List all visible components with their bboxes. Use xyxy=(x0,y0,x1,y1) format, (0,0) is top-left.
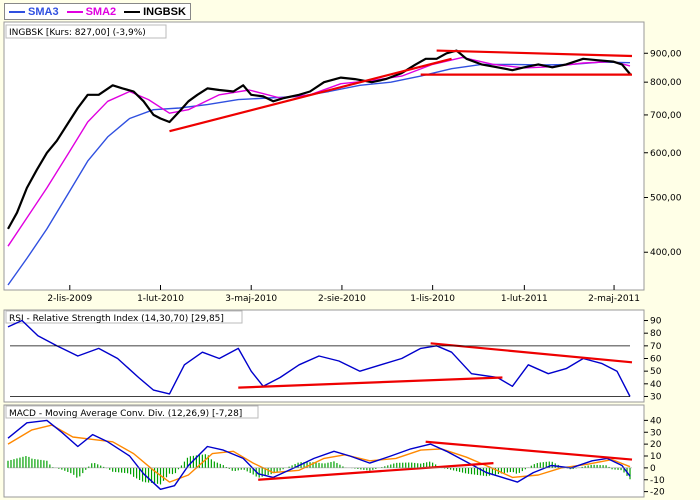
macd_ticks-label: 20 xyxy=(650,440,662,450)
macd_ticks-label: 10 xyxy=(650,452,662,462)
x-tick-label: 1-lis-2010 xyxy=(410,294,455,304)
legend-swatch-sma2 xyxy=(66,10,83,13)
x-tick-label: 1-lut-2011 xyxy=(501,294,548,304)
price-panel-title: INGBSK [Kurs: 827,00] (-3,9%) xyxy=(9,28,146,38)
rsi_ticks-label: 60 xyxy=(650,355,662,365)
macd_ticks-label: -20 xyxy=(650,488,665,498)
legend-label-sma3: SMA3 xyxy=(28,5,59,18)
legend-swatch-sma3 xyxy=(9,10,25,13)
price-panel: INGBSK [Kurs: 827,00] (-3,9%) xyxy=(3,21,645,291)
rsi-title-box xyxy=(5,310,243,324)
legend-item-ingbsk: INGBSK xyxy=(120,4,190,19)
rsi_ticks-label: 90 xyxy=(650,317,662,327)
macd-panel: MACD - Moving Average Conv. Div. (12,26,… xyxy=(3,404,645,498)
macd-title-box xyxy=(5,405,259,419)
rsi-panel-title: RSI - Relative Strength Index (14,30,70)… xyxy=(9,314,224,324)
price-plot-area xyxy=(3,21,645,291)
macd_ticks-label: 30 xyxy=(650,428,662,438)
y-axis-labels: 900,00 800,00 700,00 600,00 500,00 400,00 90 80… xyxy=(8,49,682,498)
rsi_ticks-label: 50 xyxy=(650,367,662,377)
rsi_ticks-label: 40 xyxy=(650,380,662,390)
trendline xyxy=(258,462,494,481)
trendline xyxy=(169,57,452,133)
macd_ticks-label: -10 xyxy=(650,476,665,486)
price-title-box xyxy=(5,24,167,39)
rsi_ticks-label: 70 xyxy=(650,342,662,352)
series-layer xyxy=(7,49,633,490)
rsi_ticks-label: 30 xyxy=(650,392,662,402)
legend-label-ingbsk: INGBSK xyxy=(143,5,186,18)
x-tick-label: 3-maj-2010 xyxy=(225,294,277,304)
x-axis: 2-lis-2009 1-lut-2010 3-maj-2010 2-sie-2010… xyxy=(47,285,640,304)
price_ticks-label: 600,00 xyxy=(650,149,682,159)
chart-legend: SMA3 SMA2 INGBSK xyxy=(4,3,191,20)
legend-item-sma3: SMA3 xyxy=(5,4,63,19)
x-tick-label: 2-maj-2011 xyxy=(588,294,640,304)
macd_ticks-label: 40 xyxy=(650,416,662,426)
price_ticks-label: 700,00 xyxy=(650,111,682,121)
rsi-panel: RSI - Relative Strength Index (14,30,70)… xyxy=(3,309,645,403)
legend-item-sma2: SMA2 xyxy=(63,4,121,19)
price_ticks-label: 800,00 xyxy=(650,78,682,88)
x-tick-label: 2-lis-2009 xyxy=(47,294,92,304)
trendline xyxy=(425,440,633,461)
price_ticks-label: 500,00 xyxy=(650,193,682,203)
rsi_ticks-label: 80 xyxy=(650,329,662,339)
trendline xyxy=(238,376,503,389)
trendline xyxy=(436,49,633,58)
x-tick-label: 2-sie-2010 xyxy=(318,294,366,304)
trendline xyxy=(430,342,633,364)
legend-swatch-ingbsk xyxy=(124,10,141,13)
macd-series xyxy=(7,419,631,490)
macd-panel-title: MACD - Moving Average Conv. Div. (12,26,… xyxy=(9,409,242,419)
price_ticks-label: 400,00 xyxy=(650,248,682,258)
rsi-series xyxy=(7,319,631,397)
legend-label-sma2: SMA2 xyxy=(85,5,117,18)
macd_ticks-label: 0 xyxy=(650,464,656,474)
price-series-ingbsk xyxy=(7,49,631,230)
rsi-plot-area xyxy=(3,309,645,403)
x-tick-label: 1-lut-2010 xyxy=(137,294,184,304)
price_ticks-label: 900,00 xyxy=(650,49,682,59)
